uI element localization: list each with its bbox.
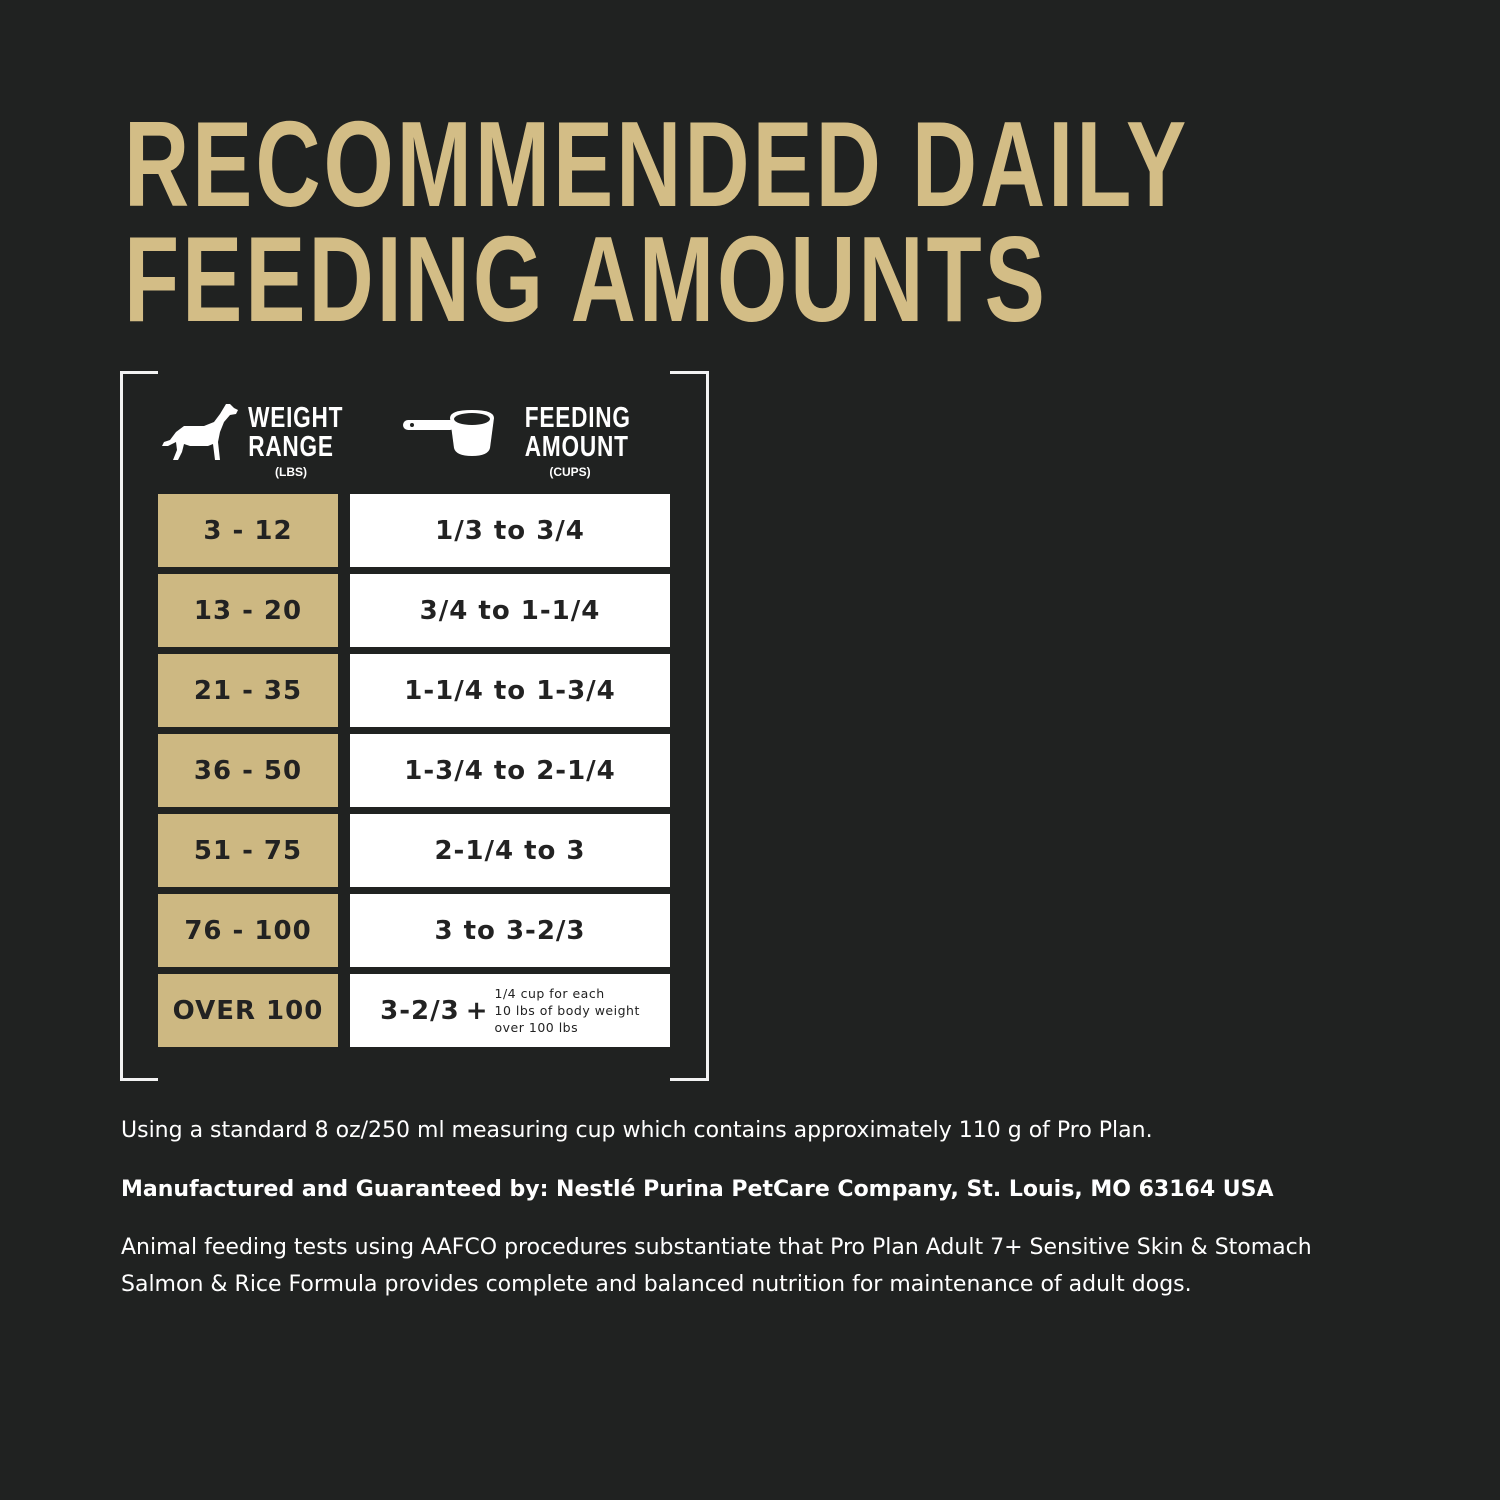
weight-range-header: WEIGHT RANGE (LBS)	[248, 402, 344, 480]
weight-cell: 51 - 75	[158, 814, 338, 887]
weight-cell: 36 - 50	[158, 734, 338, 807]
page-title-line1: RECOMMENDED DAILY	[124, 96, 1190, 232]
page-title-line2: FEEDING AMOUNTS	[124, 211, 1048, 347]
cup-note: Using a standard 8 oz/250 ml measuring c…	[121, 1118, 1153, 1143]
manufacturer-note: Manufactured and Guaranteed by: Nestlé P…	[121, 1177, 1274, 1202]
bracket-left-bottom	[120, 1078, 158, 1081]
amount-cell: 2-1/4 to 3	[350, 814, 670, 887]
bracket-left	[120, 371, 123, 1081]
measuring-cup-icon	[403, 410, 494, 456]
feeding-amount-header: FEEDING AMOUNT (CUPS)	[524, 402, 631, 480]
amount-cell: 3/4 to 1-1/4	[350, 574, 670, 647]
amount-note: 1/4 cup for each 10 lbs of body weight o…	[494, 986, 640, 1035]
bracket-right	[706, 371, 709, 1081]
amount-cell: 1-3/4 to 2-1/4	[350, 734, 670, 807]
weight-cell: 13 - 20	[158, 574, 338, 647]
bracket-right-top	[670, 371, 708, 374]
bracket-right-bottom	[670, 1078, 708, 1081]
weight-cell: 3 - 12	[158, 494, 338, 567]
amount-cell: 1/3 to 3/4	[350, 494, 670, 567]
amount-base: 3-2/3	[380, 995, 460, 1026]
weight-cell: 76 - 100	[158, 894, 338, 967]
weight-cell: 21 - 35	[158, 654, 338, 727]
bracket-left-top	[120, 371, 158, 374]
weight-cell: OVER 100	[158, 974, 338, 1047]
amount-cell: 3-2/3 + 1/4 cup for each 10 lbs of body …	[350, 974, 670, 1047]
plus-sign: +	[465, 995, 489, 1026]
amount-cell: 1-1/4 to 1-3/4	[350, 654, 670, 727]
aafco-statement: Animal feeding tests using AAFCO procedu…	[121, 1235, 1312, 1297]
amount-cell: 3 to 3-2/3	[350, 894, 670, 967]
dog-icon	[162, 404, 238, 460]
